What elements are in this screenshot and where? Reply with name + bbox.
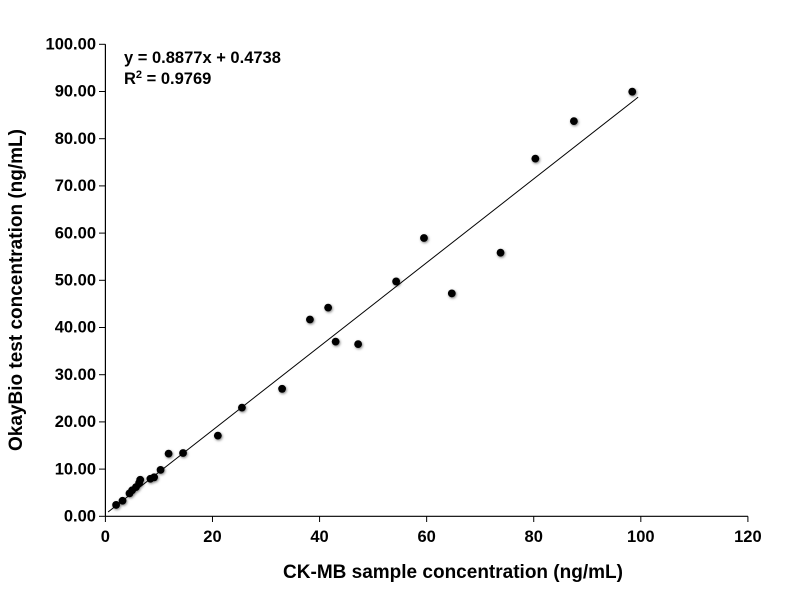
svg-text:0: 0 [101, 528, 110, 546]
svg-text:80.00: 80.00 [55, 130, 96, 148]
svg-text:50.00: 50.00 [55, 272, 96, 290]
svg-text:80: 80 [525, 528, 543, 546]
svg-text:70.00: 70.00 [55, 177, 96, 195]
svg-text:100.00: 100.00 [46, 36, 96, 54]
svg-text:100: 100 [627, 528, 655, 546]
svg-text:40: 40 [310, 528, 328, 546]
svg-text:90.00: 90.00 [55, 83, 96, 101]
svg-text:CK-MB sample concentration (ng: CK-MB sample concentration (ng/mL) [283, 562, 623, 583]
svg-text:20.00: 20.00 [55, 413, 96, 431]
svg-text:60.00: 60.00 [55, 224, 96, 242]
svg-text:30.00: 30.00 [55, 366, 96, 384]
svg-text:OkayBio test concentration (ng: OkayBio test concentration (ng/mL) [6, 129, 27, 451]
svg-text:0.00: 0.00 [64, 508, 96, 526]
svg-text:20: 20 [203, 528, 221, 546]
svg-text:y = 0.8877x + 0.4738: y = 0.8877x + 0.4738 [124, 49, 281, 67]
svg-text:60: 60 [417, 528, 435, 546]
svg-text:120: 120 [734, 528, 762, 546]
svg-text:40.00: 40.00 [55, 319, 96, 337]
svg-text:10.00: 10.00 [55, 460, 96, 478]
